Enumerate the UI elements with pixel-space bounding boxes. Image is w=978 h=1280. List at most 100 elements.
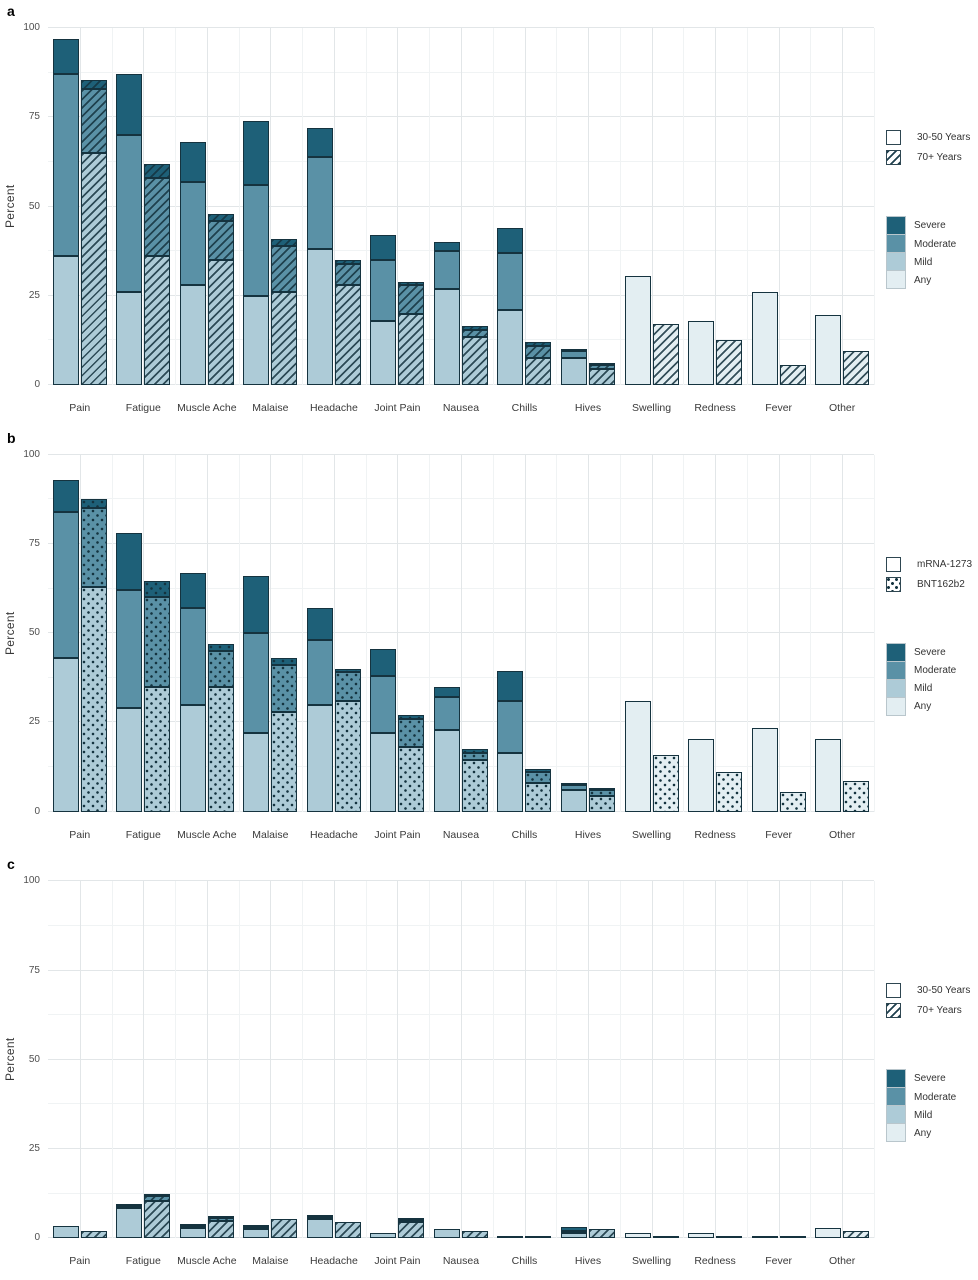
x-label-chills: Chills <box>511 828 538 841</box>
segment-moderate <box>207 220 234 261</box>
legend-item-70-years: 70+ Years <box>886 1003 970 1019</box>
segment-moderate <box>80 508 107 587</box>
segment-severe <box>334 260 361 264</box>
segment-moderate <box>370 676 397 734</box>
segment-moderate <box>207 651 234 687</box>
y-tick-0: 0 <box>34 805 40 817</box>
segment-any <box>688 1233 715 1239</box>
segment-moderate <box>207 1218 234 1221</box>
x-label-redness: Redness <box>694 1255 736 1268</box>
gridline-x-minor <box>238 28 240 385</box>
severity-label: Any <box>914 274 932 286</box>
severity-item-mild: Mild <box>886 252 956 271</box>
segment-moderate <box>334 263 361 286</box>
segment-severe <box>589 363 616 366</box>
y-tick-100: 100 <box>23 448 40 460</box>
segment-moderate <box>334 672 361 702</box>
x-label-other: Other <box>829 402 856 414</box>
bar-other-30-50-years <box>815 1228 842 1239</box>
segment-severe <box>271 658 298 666</box>
bar-hives-mrna-1273 <box>561 782 588 812</box>
segment-severe <box>179 572 206 609</box>
bar-group-joint-pain <box>366 881 430 1239</box>
legend-swatch-plain <box>886 556 901 572</box>
gridline-x-minor <box>175 881 177 1239</box>
gridline-x-major <box>461 454 462 812</box>
gridline-x-minor <box>556 454 558 812</box>
severity-item-mild: Mild <box>886 678 956 698</box>
x-axis-labels: Pain Fatigue Muscle Ache Malaise Headache Joi… <box>48 829 874 841</box>
panel-b: b Percent 0 25 50 75 100 Pain Fatigue Muscle A… <box>0 426 978 854</box>
segment-severe <box>116 533 143 591</box>
gridline-x-major <box>588 454 590 812</box>
segment-mild <box>370 1233 397 1239</box>
bar-headache-70-years <box>334 260 361 385</box>
segment-severe <box>561 1227 588 1231</box>
segment-mild <box>398 1222 425 1239</box>
gridline-x-major <box>588 28 590 385</box>
segment-severe <box>334 668 361 673</box>
x-axis-labels: Pain Fatigue Muscle Ache Malaise Headache Joi… <box>48 402 874 414</box>
bar-groups <box>48 881 874 1239</box>
bar-other-70-years <box>843 351 870 385</box>
severity-label: Severe <box>914 220 946 231</box>
segment-mild <box>179 1227 206 1239</box>
severity-label: Mild <box>914 683 933 695</box>
segment-moderate <box>306 156 333 250</box>
segment-moderate <box>433 697 460 730</box>
segment-mild <box>461 759 488 812</box>
gridline-x-major <box>651 454 653 812</box>
severity-swatch-severe <box>886 1069 906 1089</box>
gridline-x-minor <box>238 881 240 1239</box>
bar-swelling-70-years <box>652 324 679 385</box>
gridline-x-minor <box>111 881 113 1239</box>
gridline-x-minor <box>810 881 812 1239</box>
severity-label: Any <box>914 1127 932 1139</box>
bar-pain-bnt162b2 <box>80 499 107 812</box>
segment-mild <box>80 152 107 385</box>
segment-moderate <box>561 351 588 359</box>
y-tick-75: 75 <box>28 964 40 976</box>
segment-moderate <box>525 772 552 784</box>
bar-headache-70-years <box>334 1222 361 1239</box>
bar-group-hives <box>556 881 620 1239</box>
segment-moderate <box>179 1225 206 1228</box>
segment-any <box>624 701 651 812</box>
bar-fatigue-70-years <box>144 163 171 385</box>
bar-group-redness <box>683 881 747 1239</box>
bar-groups <box>48 28 874 385</box>
gridline-x-major <box>461 881 462 1239</box>
bar-fatigue-bnt162b2 <box>144 581 171 812</box>
segment-moderate <box>306 640 333 705</box>
bar-other-30-50-years <box>815 315 842 385</box>
gridline-x-minor <box>810 28 812 385</box>
bar-muscle-ache-mrna-1273 <box>179 572 206 812</box>
gridline-x-minor <box>302 28 304 385</box>
segment-any <box>751 292 778 385</box>
severity-legend: Severe Moderate Mild Any <box>886 1069 956 1143</box>
gridline-x-minor <box>111 454 113 812</box>
bar-chills-30-50-years <box>497 1235 524 1239</box>
segment-mild <box>207 260 234 385</box>
bar-muscle-ache-30-50-years <box>179 142 206 385</box>
gridline-x-major <box>842 28 844 385</box>
bar-group-chills <box>493 28 557 385</box>
segment-mild <box>144 1200 171 1239</box>
gridline-x-minor <box>683 454 685 812</box>
segment-severe <box>525 342 552 346</box>
gridline-x-minor <box>365 28 367 385</box>
segment-severe <box>398 715 425 719</box>
x-label-nausea: Nausea <box>442 402 480 414</box>
severity-swatch-any <box>886 270 906 289</box>
segment-mild <box>243 295 270 385</box>
bar-fatigue-70-years <box>144 1193 171 1239</box>
x-label-headache: Headache <box>309 828 358 841</box>
gridline-x-major <box>461 28 462 385</box>
gridline-x-minor <box>175 28 177 385</box>
bar-group-fever <box>747 881 811 1239</box>
gridline-x-major <box>79 454 81 812</box>
segment-mild <box>561 790 588 812</box>
gridline-x-major <box>397 454 399 812</box>
severity-item-severe: Severe <box>886 642 956 662</box>
segment-mild <box>525 783 552 812</box>
